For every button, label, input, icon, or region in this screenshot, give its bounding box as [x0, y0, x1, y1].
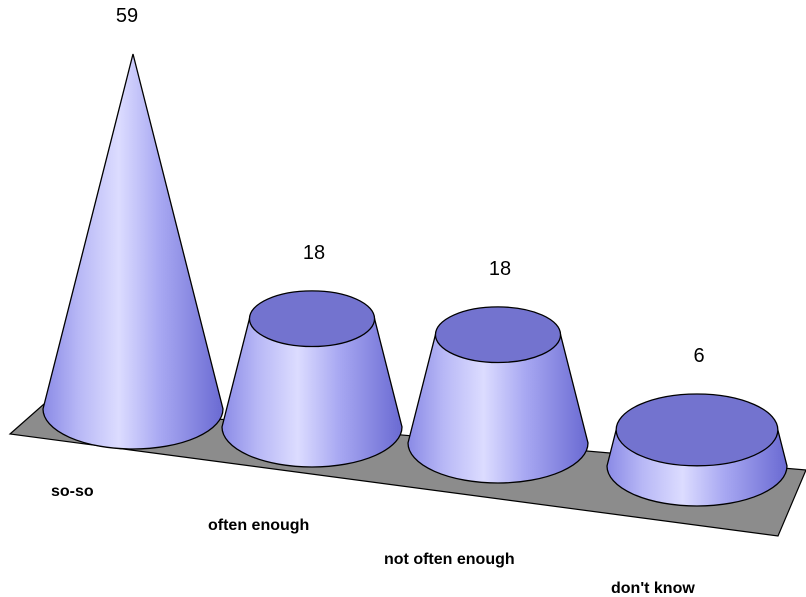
cone-not-often-enough-category-label: not often enough: [384, 551, 515, 568]
cone-often-enough-top: [248, 290, 376, 348]
cone-not-often-enough-top: [434, 306, 562, 364]
cone-so-so-body: [42, 53, 224, 450]
cone-not-often-enough-value-label: 18: [489, 258, 511, 280]
cone-don-t-know-category-label: don't know: [611, 580, 695, 597]
cone-not-often-enough-body: [407, 334, 589, 484]
cone-don-t-know-top: [615, 393, 779, 467]
cone-don-t-know-value-label: 6: [693, 345, 704, 367]
cone-so-so-value-label: 59: [116, 5, 138, 27]
cone-often-enough: [221, 290, 403, 468]
chart-floor: [8, 403, 806, 537]
cone-often-enough-value-label: 18: [303, 242, 325, 264]
cone-not-often-enough: [407, 306, 589, 484]
cone-don-t-know: [606, 393, 788, 507]
cone-often-enough-body: [221, 318, 403, 468]
cone-often-enough-category-label: often enough: [208, 517, 309, 534]
cone-so-so: [42, 53, 224, 450]
cone-so-so-category-label: so-so: [51, 483, 94, 500]
